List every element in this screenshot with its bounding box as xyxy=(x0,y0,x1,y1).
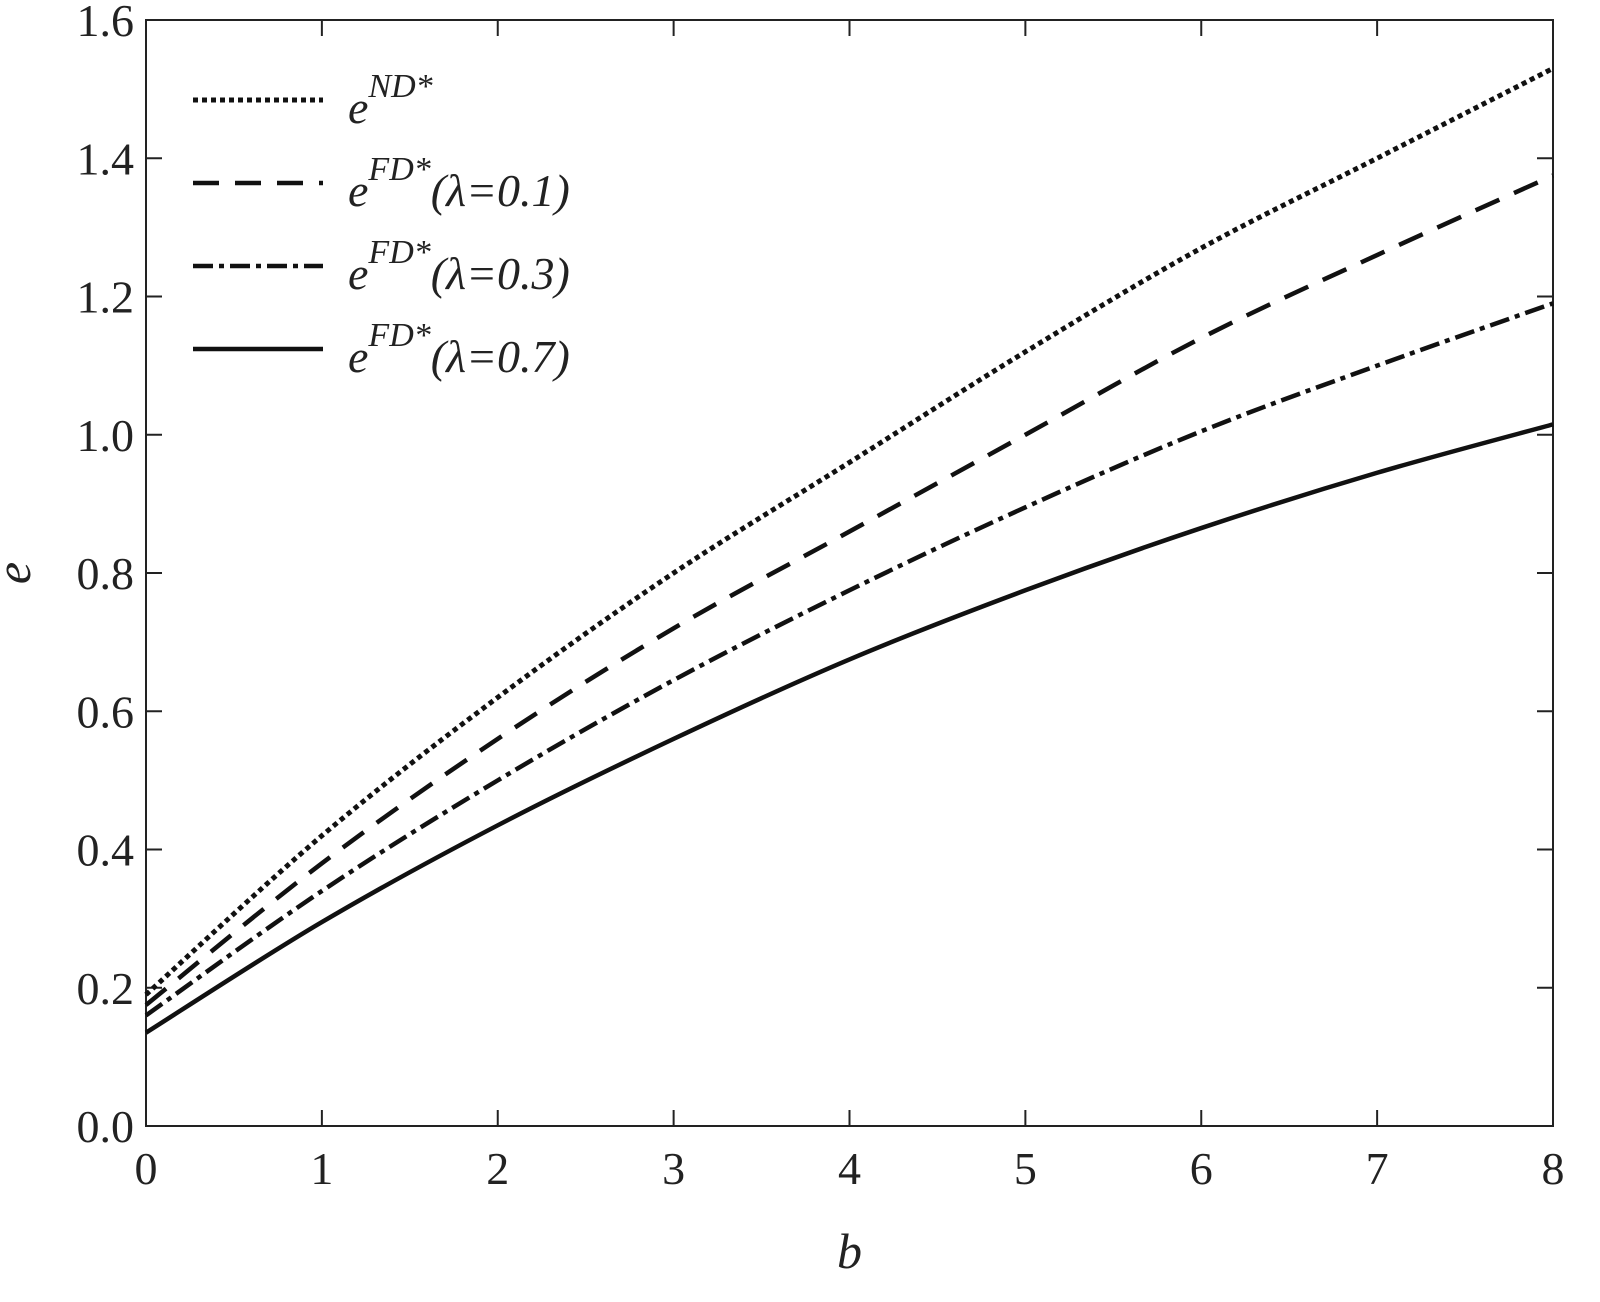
series-lines xyxy=(144,66,1555,1035)
x-tick-label: 0 xyxy=(135,1143,158,1194)
y-tick-label: 1.0 xyxy=(77,410,135,461)
legend-label: eFD*(λ=0.7) xyxy=(348,317,570,382)
legend-label: eND* xyxy=(348,68,433,133)
x-tick-label: 7 xyxy=(1366,1143,1389,1194)
series-line-1 xyxy=(144,66,1555,997)
legend-label-base: e xyxy=(348,331,368,382)
legend-label-base: e xyxy=(348,165,368,216)
y-axis-label: e xyxy=(0,562,41,584)
y-tick-label: 0.2 xyxy=(77,963,135,1014)
x-axis-label: b xyxy=(837,1223,862,1279)
x-tick-label: 6 xyxy=(1190,1143,1213,1194)
series-line-2 xyxy=(144,173,1554,1007)
y-tick-label: 0.6 xyxy=(77,686,135,737)
y-tick-label: 0.8 xyxy=(77,548,135,599)
legend-label: eFD*(λ=0.1) xyxy=(348,151,570,216)
legend-label-suffix: (λ=0.7) xyxy=(431,331,570,382)
y-tick-label: 0.0 xyxy=(77,1101,135,1152)
x-tick-label: 2 xyxy=(486,1143,509,1194)
x-tick-label: 3 xyxy=(662,1143,685,1194)
legend-label-superscript: ND* xyxy=(367,68,432,105)
x-axis: 0 1 2 3 4 5 6 7 8 xyxy=(135,20,1565,1194)
legend-label: eFD*(λ=0.3) xyxy=(348,234,570,299)
legend-label-superscript: FD* xyxy=(367,234,430,271)
legend-label-base: e xyxy=(348,82,368,133)
y-tick-label: 1.6 xyxy=(77,0,135,46)
x-tick-label: 4 xyxy=(838,1143,861,1194)
series-line-4 xyxy=(144,422,1554,1035)
y-tick-label: 1.2 xyxy=(77,272,135,323)
legend-label-superscript: FD* xyxy=(367,151,430,188)
series-line-3 xyxy=(144,301,1554,1018)
x-tick-label: 1 xyxy=(310,1143,333,1194)
y-tick-label: 1.4 xyxy=(77,133,135,184)
y-tick-label: 0.4 xyxy=(77,825,135,876)
legend: eND*eFD*(λ=0.1)eFD*(λ=0.3)eFD*(λ=0.7) xyxy=(193,68,570,382)
x-tick-label: 5 xyxy=(1014,1143,1037,1194)
y-axis: 0.0 0.2 0.4 0.6 0.8 1.0 1.2 1.4 1.6 xyxy=(77,0,1553,1152)
legend-label-base: e xyxy=(348,248,368,299)
legend-label-superscript: FD* xyxy=(367,317,430,354)
legend-label-suffix: (λ=0.1) xyxy=(431,165,570,216)
legend-label-suffix: (λ=0.3) xyxy=(431,248,570,299)
x-tick-label: 8 xyxy=(1542,1143,1565,1194)
